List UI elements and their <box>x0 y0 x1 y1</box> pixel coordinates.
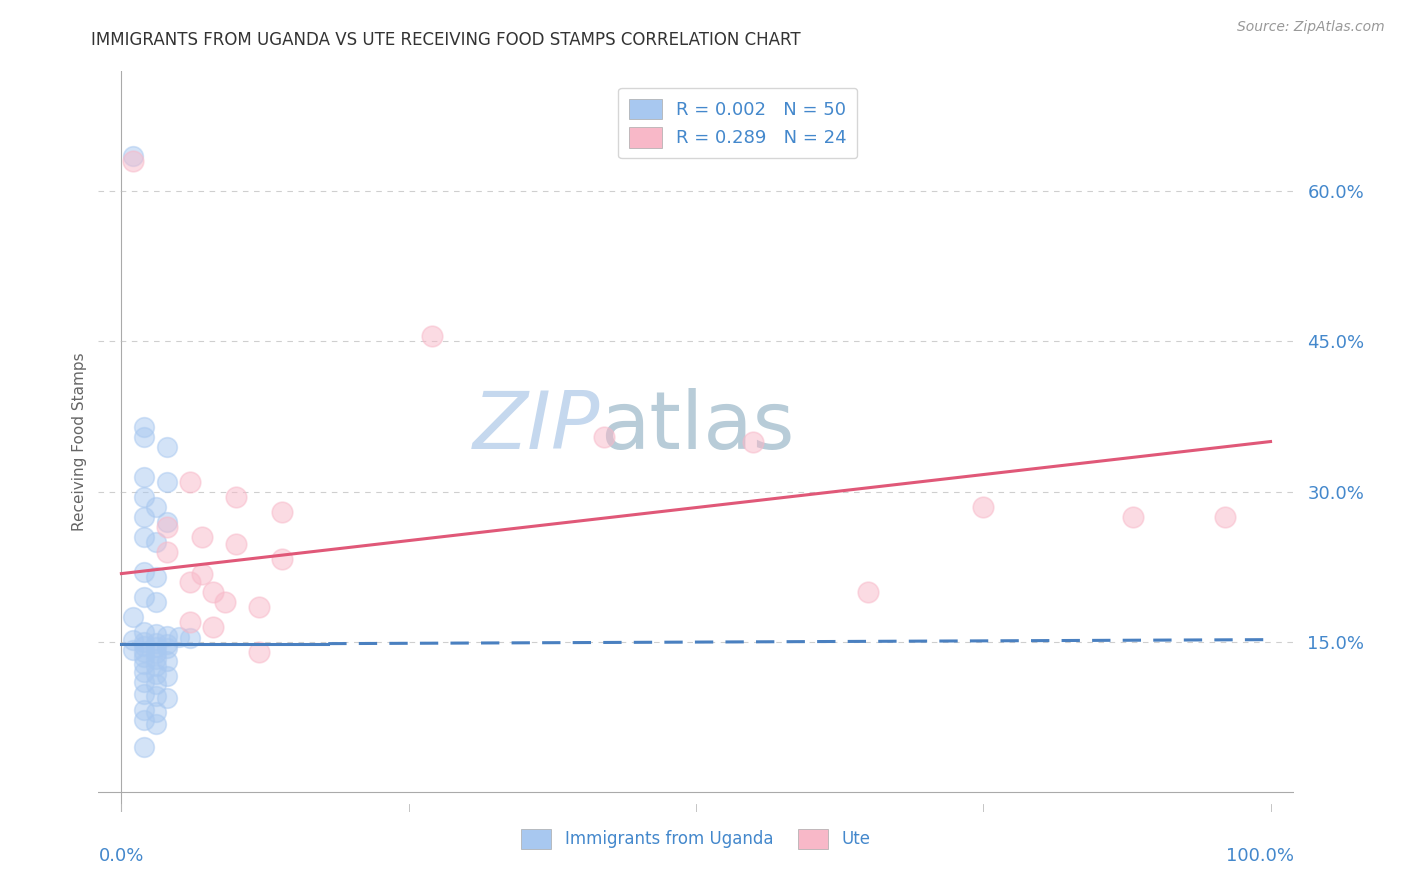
Legend: Immigrants from Uganda, Ute: Immigrants from Uganda, Ute <box>515 822 877 855</box>
Point <box>145 626 167 640</box>
Point <box>134 649 156 664</box>
Point <box>134 687 156 701</box>
Point <box>145 705 167 719</box>
Point <box>1213 509 1236 524</box>
Point <box>122 632 145 647</box>
Point <box>271 551 294 566</box>
Point <box>122 154 145 169</box>
Point <box>247 599 270 614</box>
Point <box>202 584 225 599</box>
Text: Source: ZipAtlas.com: Source: ZipAtlas.com <box>1237 20 1385 34</box>
Point <box>145 640 167 654</box>
Point <box>156 544 179 558</box>
Point <box>156 519 179 533</box>
Point <box>145 569 167 583</box>
Point <box>134 624 156 639</box>
Point <box>972 500 994 514</box>
Point <box>742 434 765 449</box>
Point <box>156 629 179 643</box>
Point <box>167 630 190 644</box>
Point <box>134 469 156 483</box>
Text: 100.0%: 100.0% <box>1226 847 1294 865</box>
Point <box>134 665 156 679</box>
Point <box>179 631 201 645</box>
Point <box>145 594 167 608</box>
Point <box>134 639 156 653</box>
Point <box>134 490 156 504</box>
Point <box>179 615 201 629</box>
Point <box>134 634 156 648</box>
Point <box>122 149 145 163</box>
Point <box>145 666 167 681</box>
Point <box>134 703 156 717</box>
Point <box>858 584 880 599</box>
Point <box>593 429 616 443</box>
Point <box>191 530 214 544</box>
Point <box>179 475 201 489</box>
Point <box>134 419 156 434</box>
Point <box>134 657 156 671</box>
Point <box>145 534 167 549</box>
Point <box>225 490 247 504</box>
Point <box>156 515 179 529</box>
Point <box>145 651 167 665</box>
Point <box>134 713 156 727</box>
Point <box>156 637 179 651</box>
Point <box>179 574 201 589</box>
Point <box>156 440 179 454</box>
Point <box>156 640 179 655</box>
Point <box>202 620 225 634</box>
Point <box>134 739 156 754</box>
Point <box>145 635 167 649</box>
Point <box>145 676 167 690</box>
Point <box>271 505 294 519</box>
Point <box>134 530 156 544</box>
Point <box>225 536 247 550</box>
Point <box>1122 509 1144 524</box>
Text: ZIP: ZIP <box>472 388 600 466</box>
Point <box>191 566 214 581</box>
Point <box>247 645 270 659</box>
Point <box>156 475 179 489</box>
Point <box>145 646 167 660</box>
Point <box>134 509 156 524</box>
Point <box>134 674 156 689</box>
Point <box>134 645 156 659</box>
Point <box>156 690 179 705</box>
Point <box>145 500 167 514</box>
Point <box>145 716 167 731</box>
Point <box>156 668 179 682</box>
Y-axis label: Receiving Food Stamps: Receiving Food Stamps <box>72 352 87 531</box>
Text: IMMIGRANTS FROM UGANDA VS UTE RECEIVING FOOD STAMPS CORRELATION CHART: IMMIGRANTS FROM UGANDA VS UTE RECEIVING … <box>91 31 801 49</box>
Point <box>420 329 443 343</box>
Point <box>156 654 179 668</box>
Point <box>122 609 145 624</box>
Point <box>134 565 156 579</box>
Point <box>134 590 156 604</box>
Point <box>134 429 156 443</box>
Point <box>145 689 167 703</box>
Point <box>122 642 145 657</box>
Text: 0.0%: 0.0% <box>98 847 143 865</box>
Point <box>145 658 167 673</box>
Text: atlas: atlas <box>600 388 794 466</box>
Point <box>214 594 236 608</box>
